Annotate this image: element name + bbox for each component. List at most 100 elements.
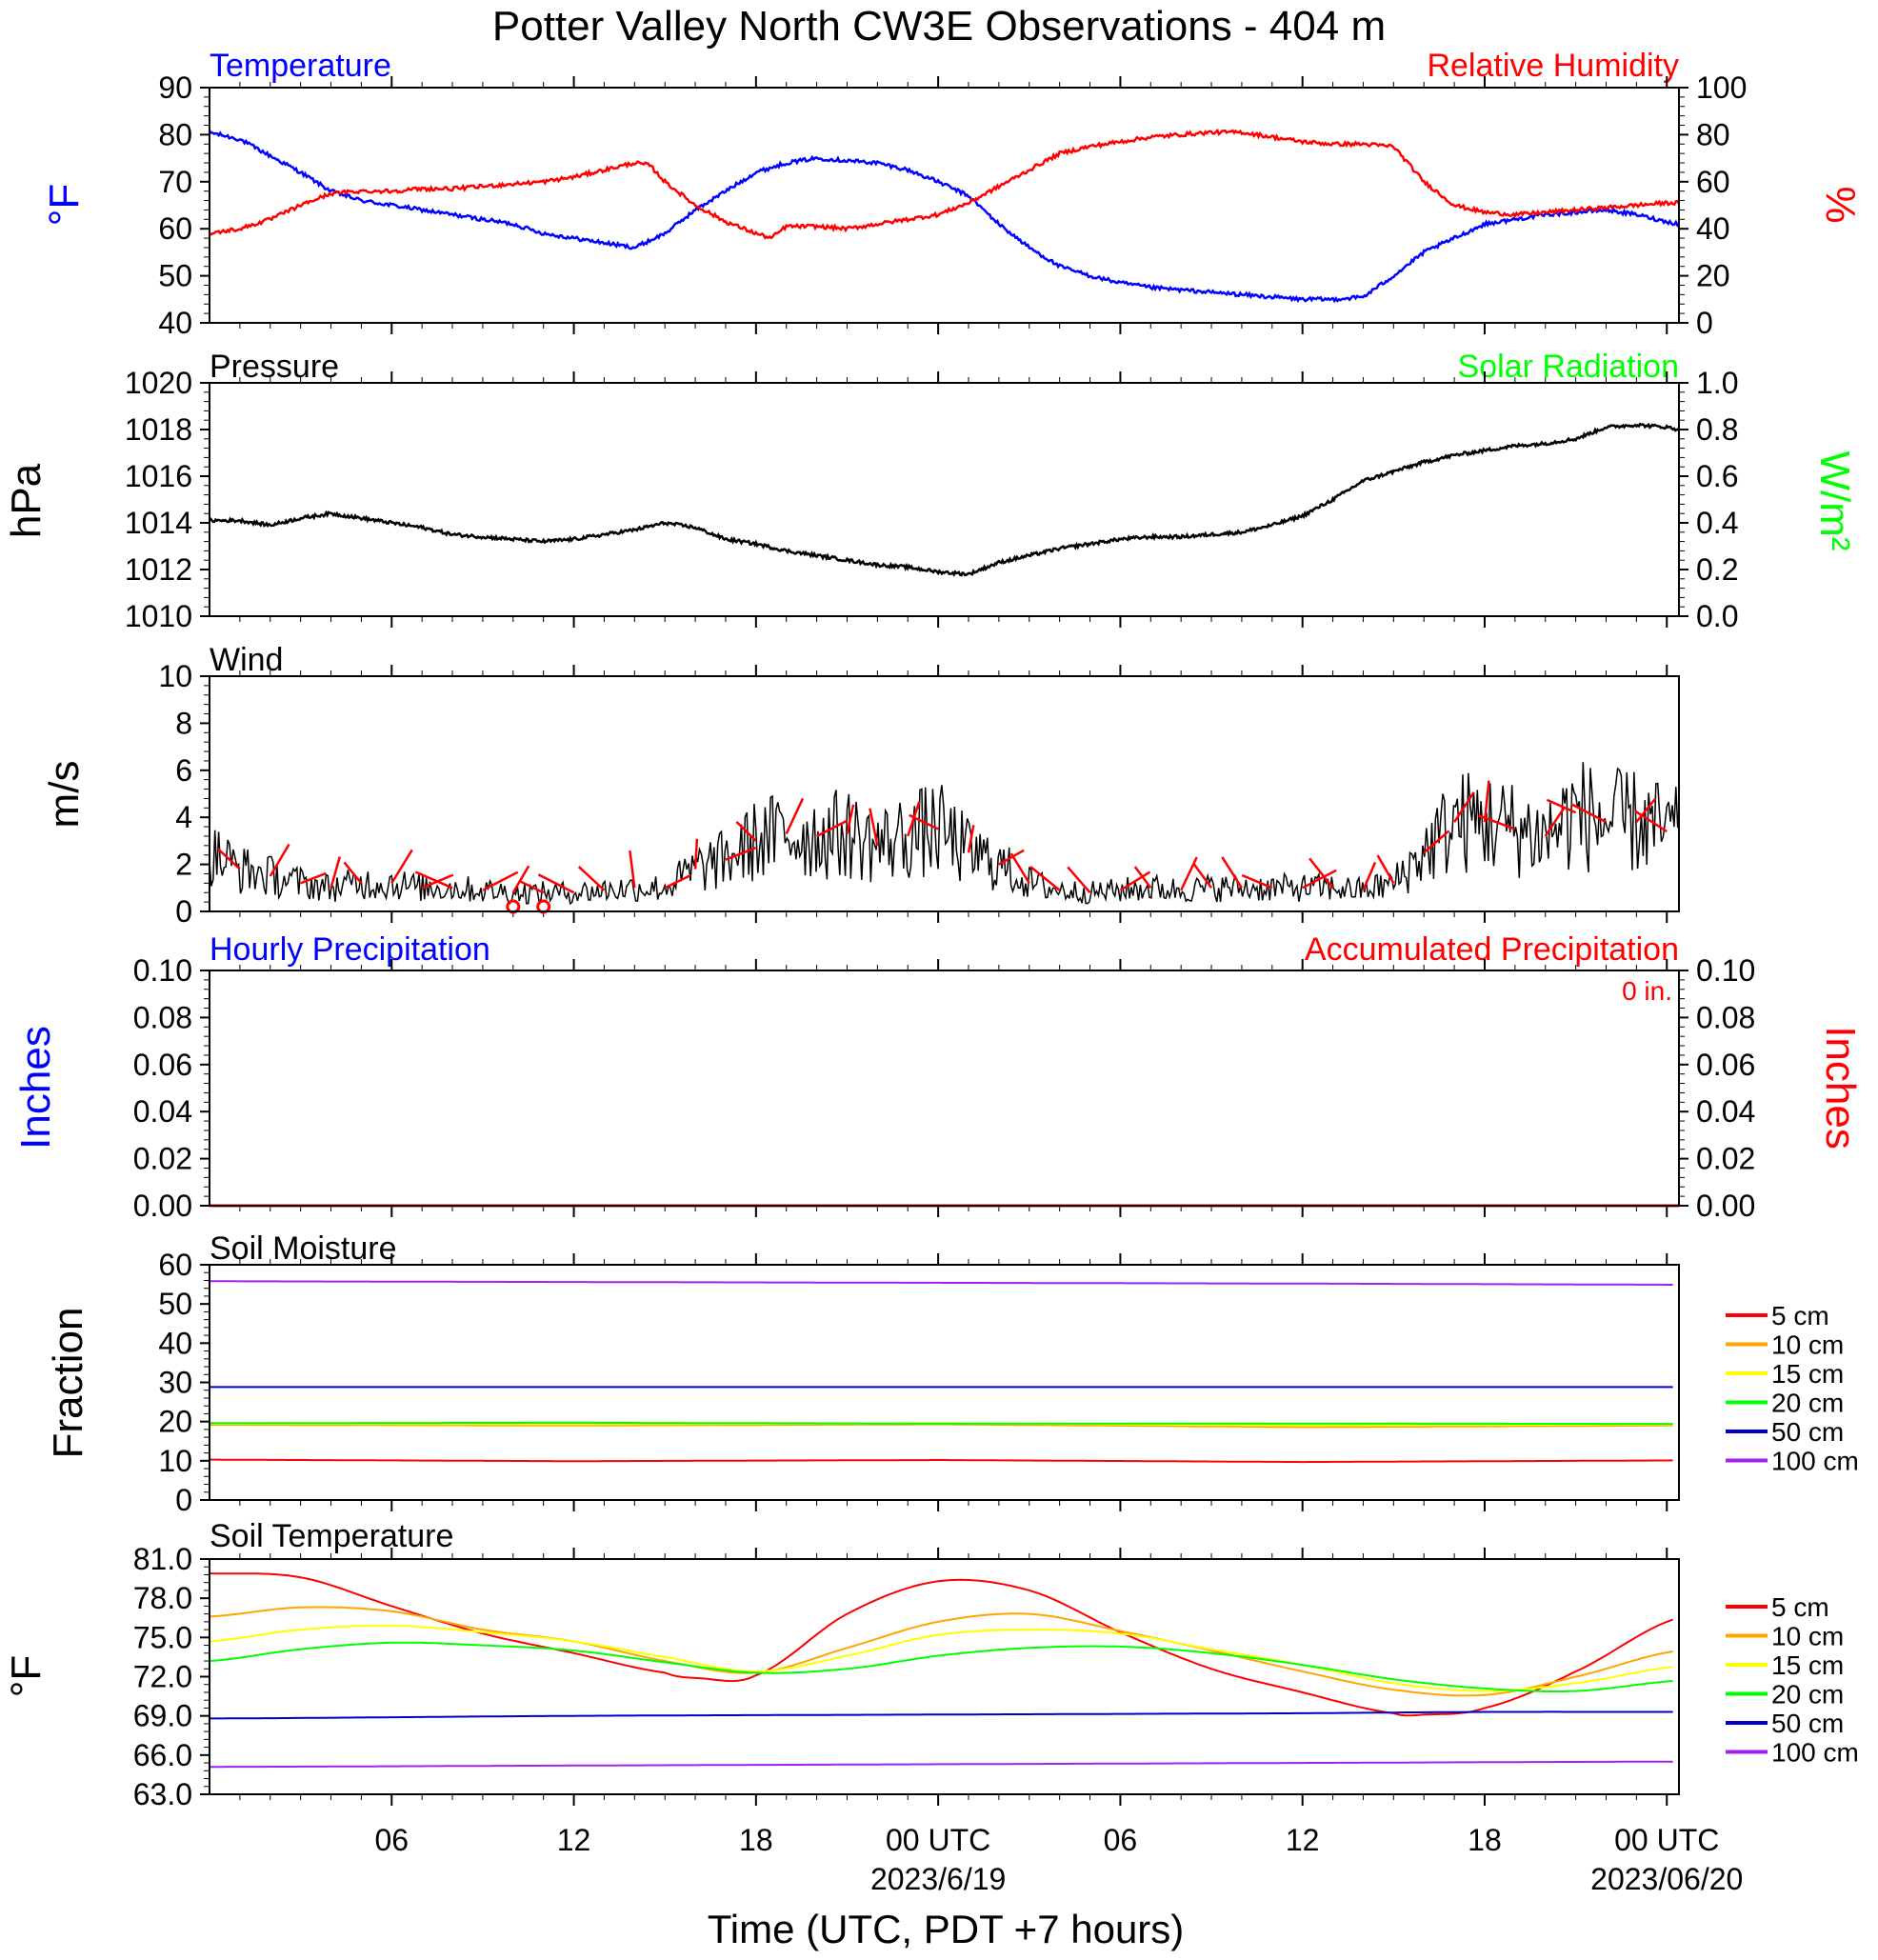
wind-barb: [735, 821, 757, 842]
soil-moisture-series: [210, 1280, 1673, 1464]
pressure-axis-label: hPa: [3, 463, 50, 538]
wind-barb: [967, 825, 975, 853]
y-tick-label: 1010: [125, 599, 192, 633]
wind-barb: [537, 873, 575, 894]
wind-barb: [1133, 866, 1152, 890]
precip-tick-labels: 0.00 0.00 0.02 0.02 0.04 0.04 0.06 0.06 0.08 0.08…: [133, 953, 1756, 1223]
x-tick-label: 06: [374, 1823, 409, 1857]
y-tick-label-right: 0.04: [1696, 1094, 1755, 1129]
y-tick-label-right: 0.00: [1696, 1189, 1755, 1223]
temperature-title: Temperature: [210, 48, 391, 84]
wind-barb: [1192, 863, 1213, 890]
y-tick-label: 0.00: [133, 1189, 192, 1223]
y-tick-label: 72.0: [133, 1660, 192, 1694]
wind-barb: [1119, 870, 1151, 891]
wind-barb: [869, 808, 879, 847]
wind-barb: [1180, 856, 1198, 891]
y-tick-label: 1018: [125, 412, 192, 447]
y-tick-label: 60: [158, 211, 192, 246]
temp-rh-frame: [209, 87, 1680, 324]
y-tick-label-right: 40: [1696, 211, 1730, 246]
y-tick-label: 90: [158, 70, 192, 105]
y-tick-label: 1012: [125, 552, 192, 587]
soil-moisture-5cm-line: [210, 1458, 1673, 1464]
soil-temp-frame: [209, 1558, 1680, 1795]
wind-barb: [1544, 807, 1566, 837]
y-tick-label: 0: [175, 1483, 192, 1517]
temp-rh-series: [209, 128, 1681, 304]
legend-label: 10 cm: [1771, 1330, 1844, 1360]
soil-temp-20cm-line: [209, 1641, 1673, 1692]
y-tick-label: 30: [158, 1366, 192, 1400]
soil-temp-title: Soil Temperature: [210, 1518, 453, 1554]
time-axis: 06 12 18 00 UTC 06 12 18 00 UTC 2023/6/19 2023/06…: [374, 1823, 1743, 1896]
x-axis-title: Time (UTC, PDT +7 hours): [708, 1907, 1185, 1951]
y-tick-label: 2: [175, 848, 192, 882]
y-tick-label: 8: [175, 706, 192, 740]
wind-frame: [209, 675, 1680, 912]
wind-speed-line: [209, 762, 1679, 906]
wind-barb: [907, 801, 921, 837]
wind-barb: [1453, 791, 1475, 823]
soil-temp-15cm-line: [209, 1624, 1673, 1692]
wind-barb: [330, 856, 342, 889]
humidity-title: Relative Humidity: [1427, 48, 1679, 84]
legend-label: 20 cm: [1771, 1389, 1844, 1418]
humidity-axis-label: %: [1817, 186, 1864, 223]
wind-barb: [1483, 780, 1490, 823]
wind-barb: [1478, 814, 1516, 830]
y-tick-label: 4: [175, 800, 192, 834]
legend-label: 5 cm: [1771, 1301, 1829, 1330]
y-tick-label-right: 0.6: [1696, 459, 1738, 493]
y-tick-label: 50: [158, 1287, 192, 1321]
y-tick-label-right: 0.4: [1696, 506, 1738, 540]
legend-label: 100 cm: [1771, 1447, 1859, 1476]
y-tick-label: 50: [158, 259, 192, 293]
x-tick-label: 18: [739, 1823, 773, 1857]
legend-label: 15 cm: [1771, 1650, 1844, 1680]
soil-temp-50cm-line: [210, 1710, 1673, 1720]
y-tick-label: 0.02: [133, 1142, 192, 1176]
y-tick-label: 69.0: [133, 1699, 192, 1733]
temperature-line: [209, 130, 1681, 304]
accum-precip-title: Accumulated Precipitation: [1305, 931, 1679, 968]
y-tick-label-right: 0.02: [1696, 1142, 1755, 1176]
date-label: 2023/06/20: [1590, 1862, 1743, 1896]
wind-barb: [1376, 854, 1395, 884]
wind-barb: [1570, 802, 1608, 824]
y-tick-label-right: 0.08: [1696, 1000, 1755, 1034]
y-tick-label-right: 20: [1696, 259, 1730, 293]
x-tick-label: 00 UTC: [886, 1823, 990, 1857]
y-tick-label: 66.0: [133, 1738, 192, 1772]
soil-temp-10cm-line: [209, 1606, 1673, 1697]
wind-barb: [1635, 797, 1657, 823]
wind-barb: [520, 880, 545, 894]
accum-precip-axis-label: Inches: [1817, 1026, 1864, 1150]
y-tick-label-right: 0.10: [1696, 953, 1755, 988]
wind-barb: [1362, 861, 1377, 891]
y-tick-label: 1020: [125, 366, 192, 400]
y-tick-label: 1014: [125, 506, 192, 540]
y-tick-label-right: 60: [1696, 165, 1730, 199]
pressure-title: Pressure: [210, 349, 339, 385]
y-tick-label: 40: [158, 306, 192, 340]
temperature-axis-label: °F: [41, 184, 88, 226]
y-tick-label: 70: [158, 165, 192, 199]
y-tick-label-right: 100: [1696, 70, 1747, 105]
y-tick-label: 10: [158, 1444, 192, 1478]
y-tick-label: 0.04: [133, 1094, 192, 1129]
y-tick-label: 0: [175, 894, 192, 929]
pressure-panel: Pressure Solar Radiation hPa W/m² 1010 0.…: [3, 349, 1858, 633]
wind-tick-labels: 0 2 4 6 8 10: [158, 659, 192, 929]
wind-barb: [1009, 852, 1030, 885]
temp-rh-panel: Temperature Relative Humidity °F % 40 0 50…: [41, 48, 1864, 340]
wind-barb: [1302, 869, 1337, 890]
y-tick-label: 1016: [125, 459, 192, 493]
wind-barb: [664, 873, 691, 890]
wind-barb: [1423, 830, 1450, 854]
wind-axis-label: m/s: [41, 761, 88, 829]
